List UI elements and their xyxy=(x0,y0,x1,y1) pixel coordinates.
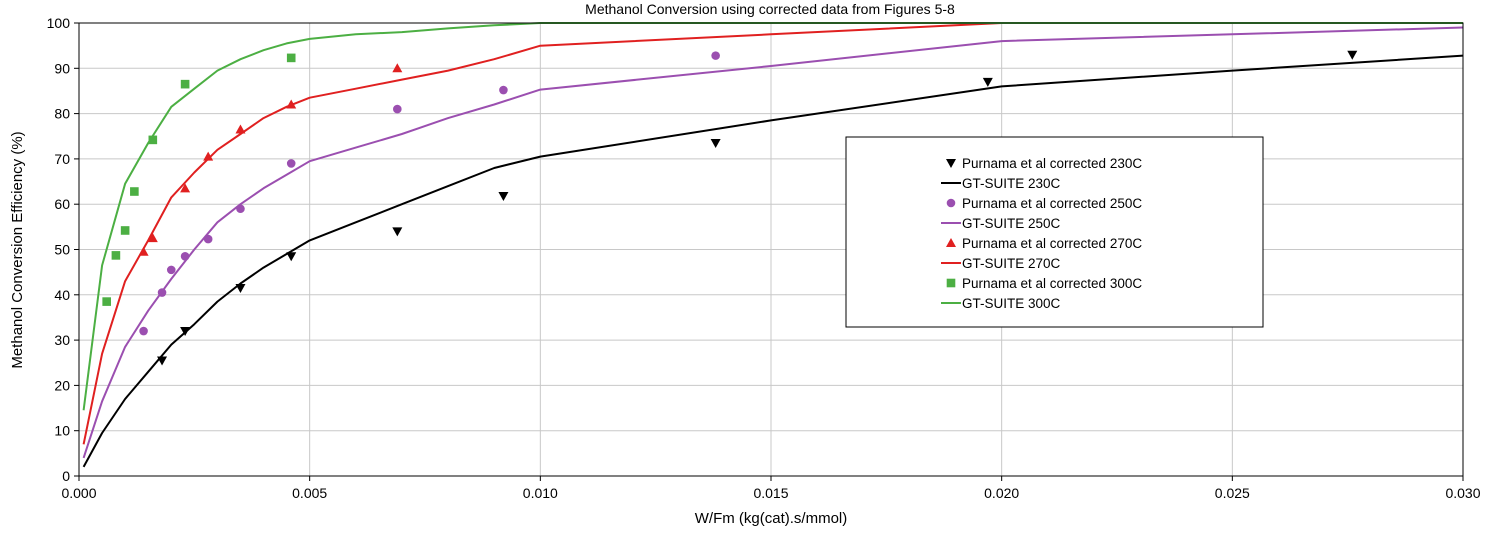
legend-item: GT-SUITE 300C xyxy=(941,296,1061,311)
legend-label: GT-SUITE 300C xyxy=(962,296,1061,311)
legend-label: Purnama et al corrected 270C xyxy=(962,236,1142,251)
legend-label: Purnama et al corrected 300C xyxy=(962,276,1142,291)
series-line xyxy=(82,54,1464,468)
legend-item: Purnama et al corrected 270C xyxy=(946,236,1142,251)
data-point xyxy=(392,227,403,237)
data-point xyxy=(130,187,139,196)
data-point xyxy=(710,139,721,149)
data-point xyxy=(120,226,130,235)
legend-items: Purnama et al corrected 230C GT-SUITE 230… xyxy=(941,156,1142,311)
series-line xyxy=(82,22,1463,445)
y-tick-label: 80 xyxy=(54,106,70,122)
series-2 xyxy=(139,51,720,336)
data-point xyxy=(393,104,402,114)
legend-marker-swatch xyxy=(946,278,956,288)
legend-label: GT-SUITE 230C xyxy=(962,176,1061,191)
data-point xyxy=(180,79,190,89)
y-tick-label: 10 xyxy=(54,423,70,439)
data-point xyxy=(1347,50,1358,60)
series-line xyxy=(82,26,1464,459)
y-tick-label: 0 xyxy=(62,468,70,484)
legend-item: GT-SUITE 230C xyxy=(941,176,1061,191)
chart-title: Methanol Conversion using corrected data… xyxy=(585,1,955,17)
data-point xyxy=(498,192,509,202)
y-tick-label: 20 xyxy=(54,377,70,393)
data-point xyxy=(982,77,993,87)
data-point xyxy=(180,183,191,193)
data-point xyxy=(286,252,297,262)
y-tick-label: 50 xyxy=(54,242,70,258)
legend-box xyxy=(845,136,1264,328)
data-point xyxy=(147,233,158,243)
x-tick-label: 0.015 xyxy=(753,485,788,501)
legend-label: GT-SUITE 250C xyxy=(962,216,1061,231)
x-tick-label: 0.005 xyxy=(292,485,327,501)
data-point xyxy=(139,326,148,336)
axis-ticks: 0 10 20 30 40 50 60 70 80 90 100 0.000 0.005 0.010 0.0… xyxy=(47,15,1481,501)
y-axis-title: Methanol Conversion Efficiency (%) xyxy=(9,131,26,368)
data-point xyxy=(203,151,214,161)
x-tick-label: 0.025 xyxy=(1215,485,1250,501)
legend-item: GT-SUITE 250C xyxy=(941,216,1061,231)
x-tick-label: 0.000 xyxy=(61,485,96,501)
series-3 xyxy=(82,26,1464,459)
legend-label: GT-SUITE 270C xyxy=(962,256,1061,271)
legend-label: Purnama et al corrected 250C xyxy=(962,196,1142,211)
legend-marker-swatch xyxy=(946,238,956,247)
x-tick-label: 0.030 xyxy=(1445,485,1480,501)
y-tick-label: 90 xyxy=(54,60,70,76)
legend-item: Purnama et al corrected 250C xyxy=(946,196,1142,211)
data-point xyxy=(499,85,508,95)
y-tick-label: 60 xyxy=(54,196,70,212)
legend-marker-swatch xyxy=(946,198,956,208)
data-point xyxy=(711,51,720,60)
data-point xyxy=(286,159,296,168)
plot-frame xyxy=(78,22,1464,477)
x-tick-label: 0.020 xyxy=(984,485,1019,501)
y-tick-label: 100 xyxy=(47,15,71,31)
y-tick-label: 70 xyxy=(54,151,70,167)
x-tick-label: 0.010 xyxy=(523,485,558,501)
data-point xyxy=(166,265,176,275)
series-1 xyxy=(82,54,1464,468)
series-6 xyxy=(102,53,296,306)
series-4 xyxy=(138,63,403,256)
data-point xyxy=(148,135,158,145)
legend-item: Purnama et al corrected 230C xyxy=(946,156,1142,171)
data-point xyxy=(286,53,296,63)
legend-item: GT-SUITE 270C xyxy=(941,256,1061,271)
legend-item: Purnama et al corrected 300C xyxy=(946,276,1142,291)
legend-marker-swatch xyxy=(946,159,956,168)
data-point xyxy=(111,251,121,260)
y-tick-label: 30 xyxy=(54,332,70,348)
legend: Purnama et al corrected 230C GT-SUITE 230… xyxy=(845,136,1264,328)
y-tick-label: 40 xyxy=(54,287,70,303)
series-5 xyxy=(82,22,1463,445)
x-axis-title: W/Fm (kg(cat).s/mmol) xyxy=(695,510,847,527)
data-point xyxy=(102,297,111,306)
legend-label: Purnama et al corrected 230C xyxy=(962,156,1142,171)
data-point xyxy=(392,63,403,73)
